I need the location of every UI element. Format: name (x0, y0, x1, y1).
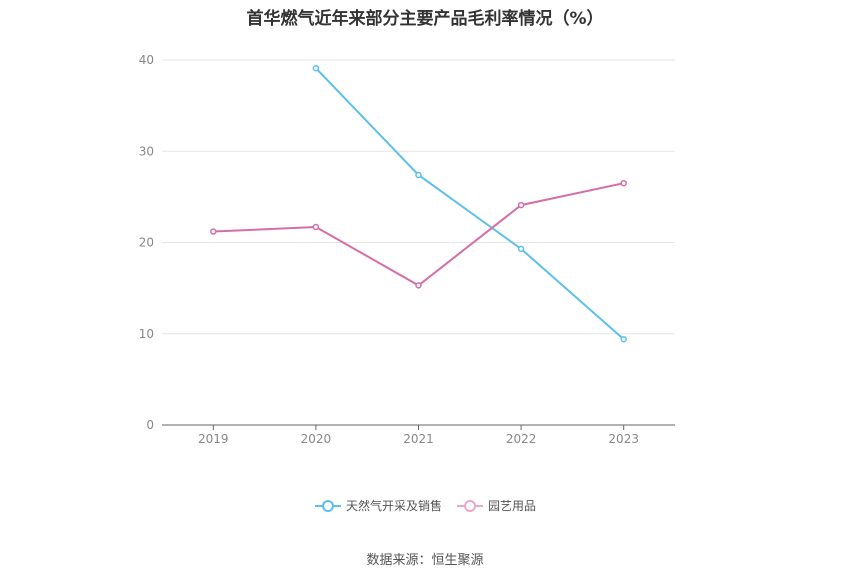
axes (162, 424, 675, 430)
y-tick-label: 10 (139, 327, 154, 341)
legend-line-marker-icon (314, 499, 341, 512)
legend-label: 园艺用品 (488, 499, 537, 513)
legend-label: 天然气开采及销售 (345, 499, 442, 513)
legend-item-gas[interactable]: 天然气开采及销售 (314, 497, 442, 514)
series-group (210, 64, 627, 343)
legend-item-garden[interactable]: 园艺用品 (456, 497, 536, 514)
data-point (312, 223, 320, 231)
data-point (517, 245, 525, 253)
x-tick-label: 2021 (403, 432, 434, 446)
gridlines (162, 59, 675, 335)
x-tick-label: 2019 (198, 432, 229, 446)
y-tick-label: 40 (139, 53, 154, 67)
legend: 天然气开采及销售 园艺用品 (0, 497, 850, 514)
x-tick-labels: 2019 2020 2021 2022 2023 (198, 432, 639, 446)
data-point (620, 335, 627, 343)
legend-line-marker-icon (457, 499, 483, 512)
y-tick-label: 20 (139, 236, 154, 250)
data-source: 数据来源：恒生聚源 (366, 553, 484, 568)
chart-title: 首华燃气近年来部分主要产品毛利率情况（%） (246, 9, 604, 29)
y-tick-label: 0 (146, 418, 154, 432)
series-line-1 (213, 182, 624, 287)
y-tick-label: 30 (139, 144, 154, 158)
data-point (415, 282, 422, 289)
y-tick-labels: 0 10 20 30 40 (139, 53, 154, 432)
data-point (517, 201, 525, 209)
data-point (210, 228, 217, 235)
data-point (415, 171, 422, 179)
series-line-0 (315, 67, 625, 340)
x-tick-label: 2020 (301, 432, 332, 446)
x-tick-label: 2022 (506, 432, 537, 446)
x-tick-label: 2023 (608, 432, 639, 446)
data-point (312, 64, 320, 72)
data-point (620, 179, 627, 187)
